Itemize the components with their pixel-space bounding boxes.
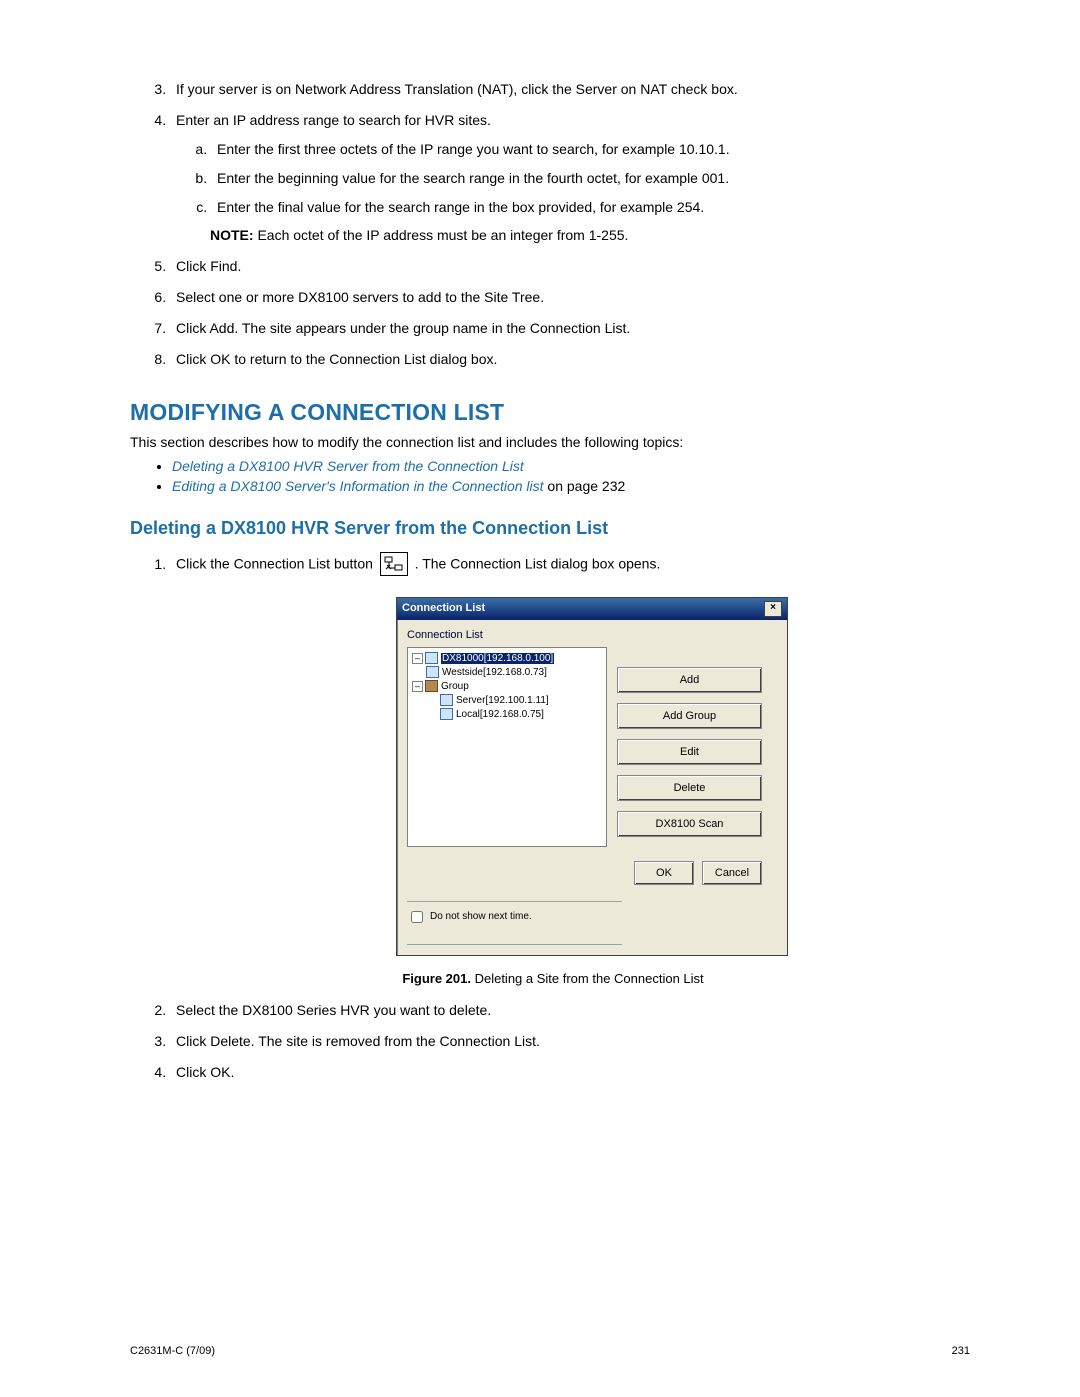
del-step-1: Click the Connection List button . The C… <box>170 553 970 987</box>
footer-left: C2631M-C (7/09) <box>130 1345 215 1357</box>
cancel-button[interactable]: Cancel <box>702 861 762 885</box>
tree-item-group[interactable]: –Group <box>412 680 602 694</box>
step-4: Enter an IP address range to search for … <box>170 111 970 245</box>
step-6: Select one or more DX8100 servers to add… <box>170 288 970 307</box>
step-4-text: Enter an IP address range to search for … <box>176 112 491 128</box>
tree-item-local[interactable]: Local[192.168.0.75] <box>440 708 602 722</box>
step-4b: Enter the beginning value for the search… <box>211 169 970 188</box>
edit-button[interactable]: Edit <box>617 739 762 765</box>
intro-text: This section describes how to modify the… <box>130 434 970 450</box>
page-footer: C2631M-C (7/09) 231 <box>130 1345 970 1357</box>
tree-item-westside[interactable]: Westside[192.168.0.73] <box>426 666 602 680</box>
del-step-3: Click Delete. The site is removed from t… <box>170 1032 970 1051</box>
tree-item-dx81000[interactable]: –DX81000[192.168.0.100] <box>412 652 602 666</box>
do-not-show-checkbox[interactable] <box>411 911 423 923</box>
note-line: NOTE: Each octet of the IP address must … <box>210 226 970 245</box>
step-4c: Enter the final value for the search ran… <box>211 198 970 217</box>
link-edit-suffix: on page 232 <box>544 478 626 494</box>
del-step-1b: . The Connection List dialog box opens. <box>415 556 661 572</box>
figure-label: Figure 201. <box>402 971 471 986</box>
dialog-title: Connection List <box>402 601 485 616</box>
figure-caption: Figure 201. Deleting a Site from the Con… <box>136 970 970 988</box>
step-3: If your server is on Network Address Tra… <box>170 80 970 99</box>
ok-row: OK Cancel <box>617 861 762 885</box>
button-column: Add Add Group Edit Delete DX8100 Scan OK… <box>617 647 762 885</box>
step-4-sub: Enter the first three octets of the IP r… <box>176 140 970 217</box>
connection-list-icon <box>380 552 408 576</box>
step-7: Click Add. The site appears under the gr… <box>170 319 970 338</box>
page-content: If your server is on Network Address Tra… <box>0 0 1080 1124</box>
dialog-label: Connection List <box>407 628 777 643</box>
dialog-body: Connection List –DX81000[192.168.0.100] … <box>397 620 787 955</box>
note-label: NOTE: <box>210 227 254 243</box>
delete-steps: Click the Connection List button . The C… <box>130 553 970 1082</box>
step-4a: Enter the first three octets of the IP r… <box>211 140 970 159</box>
ok-button[interactable]: OK <box>634 861 694 885</box>
del-step-2: Select the DX8100 Series HVR you want to… <box>170 1001 970 1020</box>
tree-item-server[interactable]: Server[192.100.1.11] <box>440 694 602 708</box>
link-list: Deleting a DX8100 HVR Server from the Co… <box>130 458 970 494</box>
step-8: Click OK to return to the Connection Lis… <box>170 350 970 369</box>
dialog-titlebar: Connection List × <box>397 598 787 620</box>
do-not-show-label[interactable]: Do not show next time. <box>407 908 622 926</box>
link-2: Editing a DX8100 Server's Information in… <box>172 478 970 494</box>
step-5: Click Find. <box>170 257 970 276</box>
link-delete[interactable]: Deleting a DX8100 HVR Server from the Co… <box>172 458 524 474</box>
delete-button[interactable]: Delete <box>617 775 762 801</box>
link-edit[interactable]: Editing a DX8100 Server's Information in… <box>172 478 544 494</box>
figure-201: Connection List × Connection List –DX810… <box>396 597 970 956</box>
site-tree[interactable]: –DX81000[192.168.0.100] Westside[192.168… <box>407 647 607 847</box>
del-step-4: Click OK. <box>170 1063 970 1082</box>
step-3-text: If your server is on Network Address Tra… <box>176 81 738 97</box>
add-group-button[interactable]: Add Group <box>617 703 762 729</box>
scan-button[interactable]: DX8100 Scan <box>617 811 762 837</box>
figure-caption-text: Deleting a Site from the Connection List <box>471 971 704 986</box>
del-step-1a: Click the Connection List button <box>176 556 377 572</box>
close-button[interactable]: × <box>764 601 782 617</box>
footer-right: 231 <box>952 1345 970 1357</box>
checkbox-row: Do not show next time. <box>407 901 622 945</box>
link-1: Deleting a DX8100 HVR Server from the Co… <box>172 458 970 474</box>
add-button[interactable]: Add <box>617 667 762 693</box>
heading-main: MODIFYING A CONNECTION LIST <box>130 399 970 426</box>
heading-sub: Deleting a DX8100 HVR Server from the Co… <box>130 518 970 539</box>
note-body: Each octet of the IP address must be an … <box>254 227 629 243</box>
do-not-show-text: Do not show next time. <box>430 910 532 924</box>
top-steps: If your server is on Network Address Tra… <box>130 80 970 369</box>
connection-list-dialog: Connection List × Connection List –DX810… <box>396 597 788 956</box>
